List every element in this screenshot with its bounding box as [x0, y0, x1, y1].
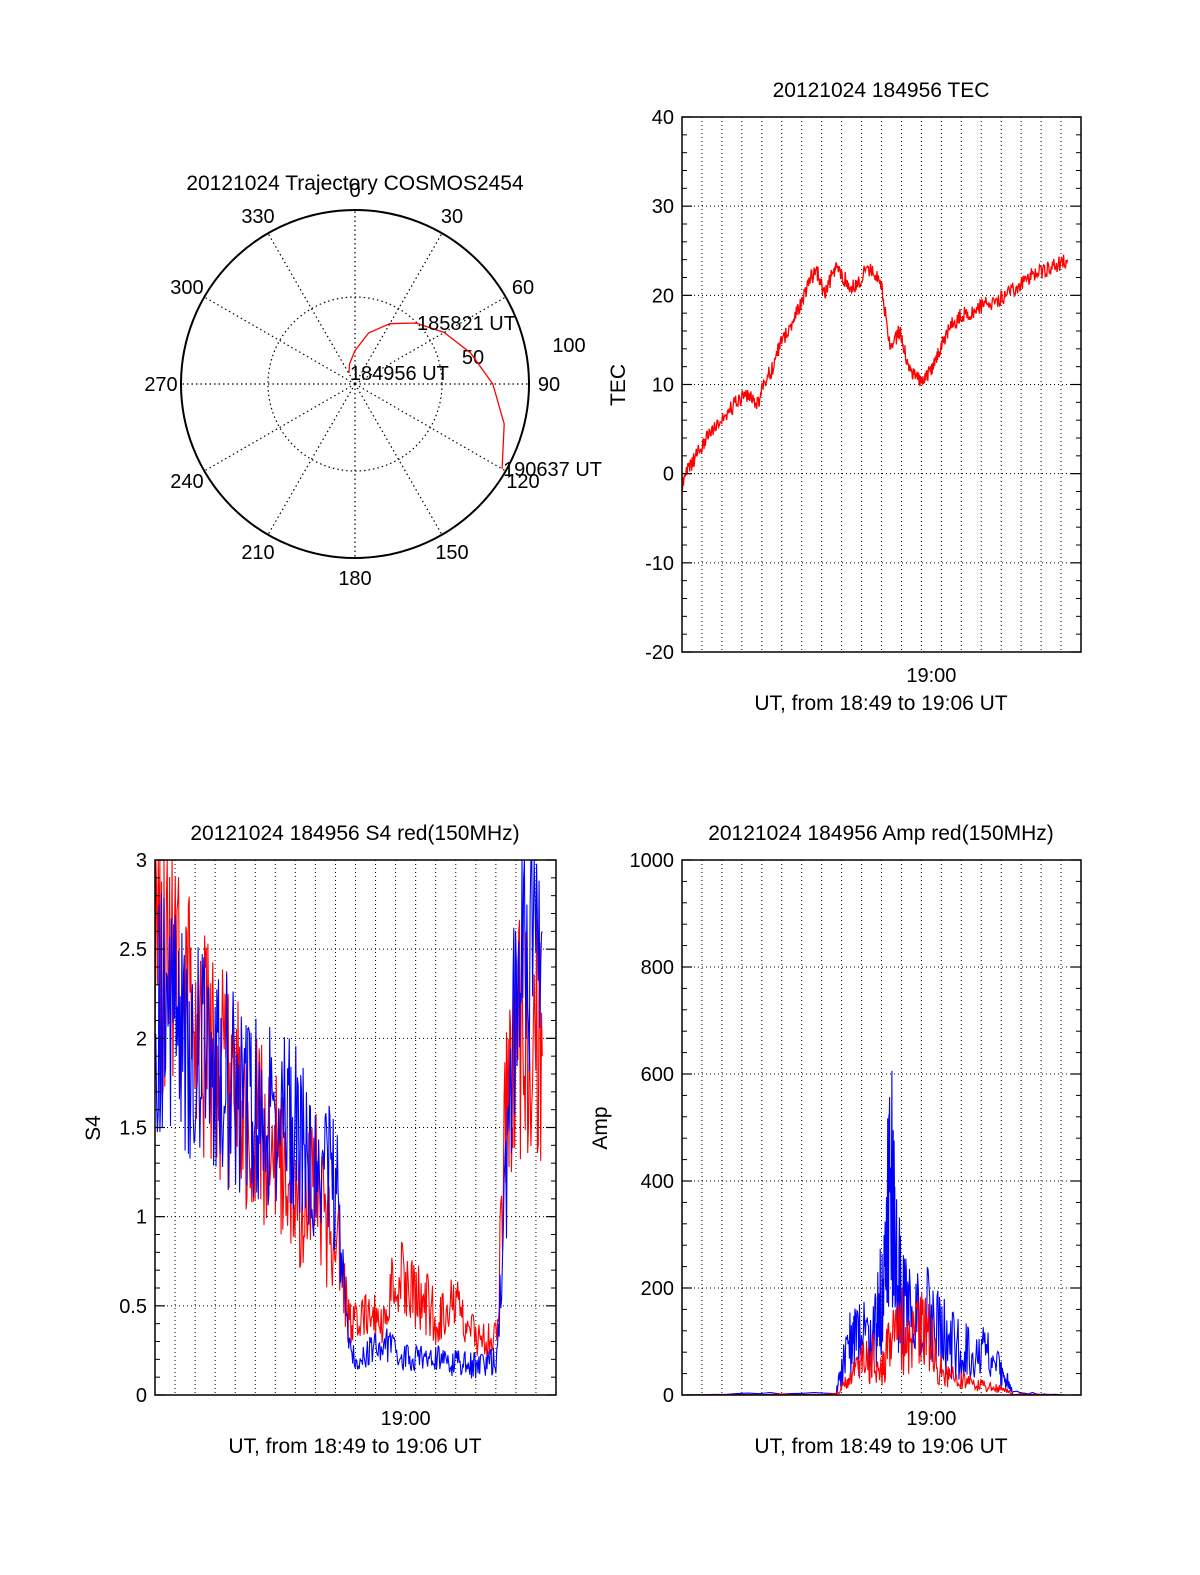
amp-y-axis-label: Amp [589, 1106, 612, 1149]
y-tick-label: 2.5 [119, 939, 147, 961]
series-line [681, 1288, 1068, 1397]
tec-y-axis-label: TEC [607, 364, 630, 406]
grid [155, 859, 556, 1396]
y-tick-label: 0 [663, 464, 674, 486]
y-tick-label: 800 [641, 957, 674, 979]
polar-trajectory [348, 322, 505, 469]
polar-azimuth-label: 210 [241, 542, 274, 564]
amp-title: 20121024 184956 Amp red(150MHz) [708, 822, 1054, 845]
plot-frame [681, 859, 1082, 1396]
polar-radial-label: 100 [552, 335, 585, 357]
time-annotation: 184956 UT [350, 363, 449, 385]
polar-azimuth-label: 90 [538, 374, 560, 396]
s4-title: 20121024 184956 S4 red(150MHz) [190, 822, 519, 845]
y-tick-label: 40 [652, 107, 674, 129]
time-annotation: 190637 UT [503, 459, 602, 481]
polar-spoke [354, 383, 506, 472]
polar-azimuth-label: 0 [349, 180, 360, 202]
polar-azimuth-labels: 0 30 60 90 120 150 180 210 240 270 300 330 [144, 180, 560, 590]
y-tick-label: 400 [641, 1171, 674, 1193]
x-tick-label: 19:00 [381, 1408, 431, 1430]
amp-panel: 20121024 184956 Amp red(150MHz) UT, from… [589, 822, 1082, 1458]
y-tick-label: 30 [652, 196, 674, 218]
polar-grid [180, 209, 530, 559]
s4-y-axis-label: S4 [82, 1115, 105, 1141]
polar-title: 20121024 Trajectory COSMOS2454 [186, 172, 524, 195]
y-tick-label: 1 [136, 1207, 147, 1229]
time-annotation: 185821 UT [417, 313, 516, 335]
tec-panel: 20121024 184956 TEC UT, from 18:49 to 19… [607, 79, 1082, 715]
x-tick-label: 19:00 [906, 1408, 956, 1430]
y-tick-label: -10 [645, 553, 674, 575]
y-tick-label: 20 [652, 285, 674, 307]
polar-azimuth-label: 330 [241, 206, 274, 228]
polar-spoke [267, 383, 356, 535]
polar-radial-labels: 50 100 [462, 335, 586, 369]
polar-spoke [354, 383, 443, 535]
polar-radial-label: 50 [462, 347, 484, 369]
series-line [154, 859, 543, 1379]
y-tick-label: -20 [645, 642, 674, 664]
s4-x-axis-label: UT, from 18:49 to 19:06 UT [228, 1435, 481, 1458]
polar-spoke [354, 233, 443, 385]
polar-azimuth-label: 180 [338, 568, 371, 590]
polar-azimuth-label: 60 [512, 277, 534, 299]
y-tick-label: 0 [663, 1385, 674, 1407]
y-tick-label: 600 [641, 1064, 674, 1086]
y-tick-label: 1.5 [119, 1118, 147, 1140]
polar-trajectory-panel: 20121024 Trajectory COSMOS2454 0 30 60 90 12… [144, 172, 602, 590]
y-tick-label: 2 [136, 1028, 147, 1050]
polar-spoke [204, 383, 356, 472]
y-tick-label: 0 [136, 1385, 147, 1407]
tec-title: 20121024 184956 TEC [773, 79, 990, 102]
grid [682, 116, 1081, 653]
polar-spoke [204, 296, 356, 385]
series-line [681, 1070, 1068, 1396]
polar-azimuth-label: 120 [506, 471, 539, 493]
polar-spoke [267, 233, 356, 385]
polar-azimuth-label: 300 [170, 277, 203, 299]
amp-x-axis-label: UT, from 18:49 to 19:06 UT [754, 1435, 1007, 1458]
polar-azimuth-label: 240 [170, 471, 203, 493]
polar-outer-circle [180, 209, 530, 559]
y-tick-label: 200 [641, 1278, 674, 1300]
y-tick-label: 3 [136, 850, 147, 872]
polar-azimuth-label: 150 [435, 542, 468, 564]
polar-annotations: 184956 UT 185821 UT 190637 UT [350, 313, 602, 481]
y-tick-label: 10 [652, 375, 674, 397]
s4-panel: 20121024 184956 S4 red(150MHz) UT, from … [82, 822, 557, 1458]
trajectory-line [348, 322, 505, 469]
polar-spoke [354, 296, 506, 385]
polar-azimuth-label: 30 [441, 206, 463, 228]
y-tick-label: 1000 [630, 850, 675, 872]
x-tick-label: 19:00 [906, 665, 956, 687]
y-tick-label: 0.5 [119, 1296, 147, 1318]
tec-x-axis-label: UT, from 18:49 to 19:06 UT [754, 692, 1007, 715]
polar-azimuth-label: 270 [144, 374, 177, 396]
series-line [681, 254, 1069, 491]
